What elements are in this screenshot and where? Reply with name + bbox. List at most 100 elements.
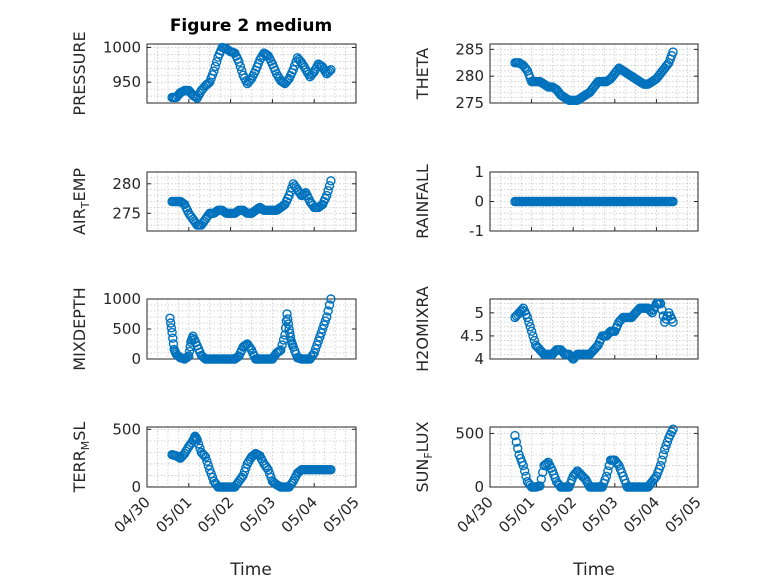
data-point (284, 190, 294, 201)
data-point (168, 333, 178, 343)
y-tick-label: 4 (474, 350, 484, 368)
x-tick-label: 04/30 (111, 493, 154, 536)
data-point (182, 352, 193, 362)
data-point (273, 347, 283, 357)
data-point (324, 181, 335, 191)
data-point (274, 346, 285, 356)
data-point (202, 456, 212, 466)
x-tick-label: 05/04 (278, 493, 321, 536)
y-tick-label: 1000 (103, 290, 141, 308)
data-point (319, 320, 329, 330)
axes-box (489, 298, 699, 360)
y-tick-label: 500 (112, 320, 141, 338)
x-tick-label: 05/03 (236, 493, 279, 536)
data-point (313, 336, 324, 346)
y-tick-label: 0 (131, 350, 141, 368)
y-tick-label: 275 (455, 94, 484, 112)
data-point (510, 430, 520, 441)
data-point (668, 317, 678, 327)
y-tick-label: 500 (112, 420, 141, 438)
data-point (210, 61, 220, 72)
data-point (195, 443, 205, 453)
data-point (287, 183, 297, 193)
y-tick-label: 1 (474, 163, 484, 181)
data-point (537, 467, 548, 478)
y-tick-label: 4.5 (460, 327, 484, 345)
data-point (179, 448, 190, 459)
data-point (184, 351, 194, 361)
data-point (650, 473, 660, 483)
x-axis-label-right: Time (572, 560, 615, 580)
data-point (167, 327, 177, 338)
data-point (283, 75, 293, 86)
data-point (193, 439, 204, 449)
data-point (308, 350, 318, 360)
y-tick-label: 280 (112, 175, 141, 193)
data-point (526, 326, 537, 337)
data-point (245, 343, 255, 353)
data-point (192, 434, 202, 445)
data-point (310, 344, 321, 354)
data-point (199, 450, 209, 461)
data-point (536, 474, 547, 484)
x-tick-label: 04/30 (454, 493, 497, 536)
data-point (316, 328, 326, 338)
y-tick-label: -1 (469, 222, 484, 240)
axes-box (146, 426, 357, 488)
data-point (601, 471, 612, 481)
y-tick-label: 0 (474, 478, 484, 496)
y-tick-label: 5 (474, 304, 484, 322)
y-axis-label: PRESSURE (70, 31, 89, 115)
data-point (323, 306, 333, 316)
x-tick-label: 05/04 (620, 493, 663, 536)
y-axis-label: MIXDEPTH (70, 287, 89, 370)
data-point (521, 64, 531, 74)
y-tick-label: 500 (455, 424, 484, 442)
data-point (524, 317, 534, 327)
data-point (209, 66, 219, 76)
subplot-rainfall: -1 0 1 RAINFALL (413, 163, 699, 240)
y-tick-label: 275 (112, 204, 141, 222)
data-point (301, 64, 311, 75)
data-point (298, 60, 308, 70)
y-axis-label: RAINFALL (413, 164, 432, 239)
axes-box (489, 43, 699, 104)
data-point (660, 444, 670, 455)
data-point (662, 59, 673, 70)
data-point (287, 478, 297, 488)
data-point (511, 437, 522, 447)
data-point (248, 451, 258, 461)
y-tick-label: 1000 (103, 38, 141, 56)
data-point (324, 300, 335, 310)
data-point (242, 459, 253, 469)
data-point (513, 443, 523, 454)
y-tick-label: 950 (112, 73, 141, 91)
x-tick-label: 05/01 (152, 493, 195, 536)
data-point (312, 340, 322, 350)
data-point (239, 341, 250, 351)
data-point (166, 323, 177, 333)
y-tick-label: 285 (455, 40, 484, 58)
y-axis-label: SUNFLUX (413, 421, 435, 492)
data-point (200, 452, 211, 462)
subplot-air-temp: 275 280 AIRTEMP (70, 168, 357, 235)
data-point (323, 67, 333, 78)
data-point (299, 62, 310, 73)
x-tick-label: 05/03 (578, 493, 621, 536)
x-tick-label: 05/05 (320, 493, 363, 536)
data-point (655, 460, 666, 471)
data-point (262, 463, 272, 473)
data-point (535, 481, 545, 491)
data-point (658, 450, 669, 460)
data-point (668, 424, 678, 434)
x-tick-label: 05/05 (662, 493, 705, 536)
data-point (668, 47, 678, 57)
data-point (612, 459, 623, 469)
data-point (322, 312, 332, 322)
data-point (522, 312, 533, 323)
y-tick-label: 0 (131, 478, 141, 496)
